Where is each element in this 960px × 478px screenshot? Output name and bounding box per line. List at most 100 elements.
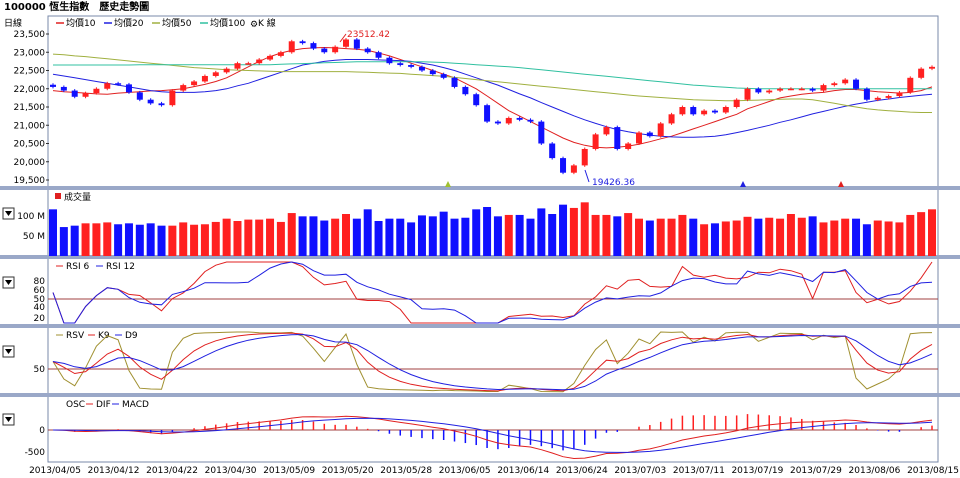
candle-body — [527, 119, 534, 122]
candle-body — [690, 107, 697, 115]
volume-bar — [667, 218, 676, 256]
candle-body — [581, 148, 588, 166]
rsv-line — [52, 331, 933, 393]
x-tick-label: 2013/07/11 — [673, 466, 725, 476]
candle-body — [180, 85, 187, 91]
svg-text:MACD: MACD — [122, 400, 149, 410]
volume-bar — [635, 218, 643, 256]
candle-body — [646, 132, 653, 137]
main-y-axis: 23,500 23,000 22,500 22,000 21,500 21,000 20,5… — [14, 30, 49, 186]
macd-legend: OSC DIF MACD — [66, 400, 149, 410]
volume-bar — [559, 204, 568, 256]
x-tick-label: 2013/06/24 — [556, 466, 608, 476]
candle-body — [853, 79, 860, 89]
volume-bar — [743, 216, 752, 256]
volume-bar — [233, 221, 242, 256]
volume-bar — [135, 224, 144, 256]
rsi-menu-button[interactable] — [2, 276, 15, 289]
candle-body — [364, 48, 371, 53]
candle-body — [777, 88, 784, 91]
candle-body — [929, 66, 935, 69]
macd-tick: -500 — [25, 448, 46, 458]
macd-line — [52, 417, 933, 453]
moving-average-lines — [52, 46, 933, 149]
volume-menu-button[interactable] — [2, 207, 15, 220]
svg-text:DIF: DIF — [96, 400, 111, 410]
volume-bar — [59, 227, 68, 256]
volume-bar — [276, 221, 285, 256]
candle-body — [93, 88, 100, 94]
volume-bar — [765, 217, 774, 256]
volume-bar — [776, 218, 785, 256]
series-line-3 — [53, 61, 932, 90]
svg-text:成交量: 成交量 — [64, 191, 91, 203]
volume-bar — [504, 214, 513, 256]
volume-bar — [342, 214, 350, 256]
kd-tick: 50 — [34, 365, 46, 375]
svg-text:80: 80 — [34, 277, 46, 287]
candle-body — [494, 121, 501, 124]
signal-marker — [838, 181, 844, 187]
volume-bar — [70, 225, 79, 256]
volume-bar — [656, 218, 665, 256]
volume-bar — [81, 223, 90, 256]
volume-bar — [157, 225, 166, 256]
volume-bar — [124, 223, 133, 256]
settings-gear-icon[interactable]: ⚙ — [250, 20, 258, 30]
window-title: 100000 恆生指數 歷史走勢圖 — [0, 0, 960, 15]
series-line-1 — [52, 59, 933, 138]
svg-text:RSI 12: RSI 12 — [106, 262, 135, 272]
x-tick-label: 2013/08/15 — [907, 466, 959, 476]
volume-bar — [287, 213, 296, 256]
svg-text:40: 40 — [34, 303, 46, 313]
candle-body — [191, 81, 198, 86]
macd-menu-button[interactable] — [2, 413, 15, 426]
candle-body — [71, 90, 78, 97]
dropdown-arrow-icon — [5, 280, 12, 285]
candle-body — [505, 117, 512, 124]
volume-bar — [461, 217, 470, 256]
candle-body — [136, 92, 143, 100]
candle-body — [158, 103, 165, 106]
volume-bar — [211, 221, 220, 256]
candle-body — [375, 52, 382, 58]
volume-bar — [569, 207, 578, 256]
candle-body — [625, 143, 632, 149]
candle-body — [386, 57, 393, 64]
volume-bar — [309, 216, 318, 256]
volume-bar — [928, 209, 936, 256]
volume-bar — [439, 211, 448, 256]
signal-marker — [445, 181, 451, 187]
candle-body — [787, 88, 794, 91]
candle-body — [560, 158, 567, 173]
candle-body — [679, 107, 686, 115]
rsi12-line — [52, 261, 933, 324]
volume-bar — [548, 214, 557, 256]
candle-body — [516, 117, 523, 120]
volume-bar — [808, 216, 817, 256]
volume-bar — [244, 219, 253, 256]
candle-body — [288, 41, 295, 53]
candle-body — [614, 127, 621, 149]
x-tick-label: 2013/04/30 — [205, 466, 257, 476]
svg-text:RSI 6: RSI 6 — [66, 262, 89, 272]
legend-ma20: 均價20 — [114, 17, 144, 29]
panel-name: 日線 — [4, 17, 22, 29]
x-tick-label: 2013/07/29 — [790, 466, 842, 476]
candle-body — [299, 41, 306, 44]
volume-bar — [331, 218, 340, 256]
candle-body — [722, 107, 729, 113]
legend-candle: K 線 — [258, 17, 276, 29]
candle-body — [484, 105, 491, 122]
candle-body — [462, 86, 469, 95]
kd-menu-button[interactable] — [2, 345, 15, 358]
main-legend: 日線 均價10 均價20 均價50 均價100 ⚙ K 線 — [4, 17, 276, 30]
volume-bar — [830, 220, 839, 256]
volume-bar — [895, 222, 904, 256]
candle-body — [332, 46, 339, 53]
d9-line — [52, 333, 933, 391]
volume-bar — [200, 224, 209, 256]
candle-body — [277, 52, 284, 56]
